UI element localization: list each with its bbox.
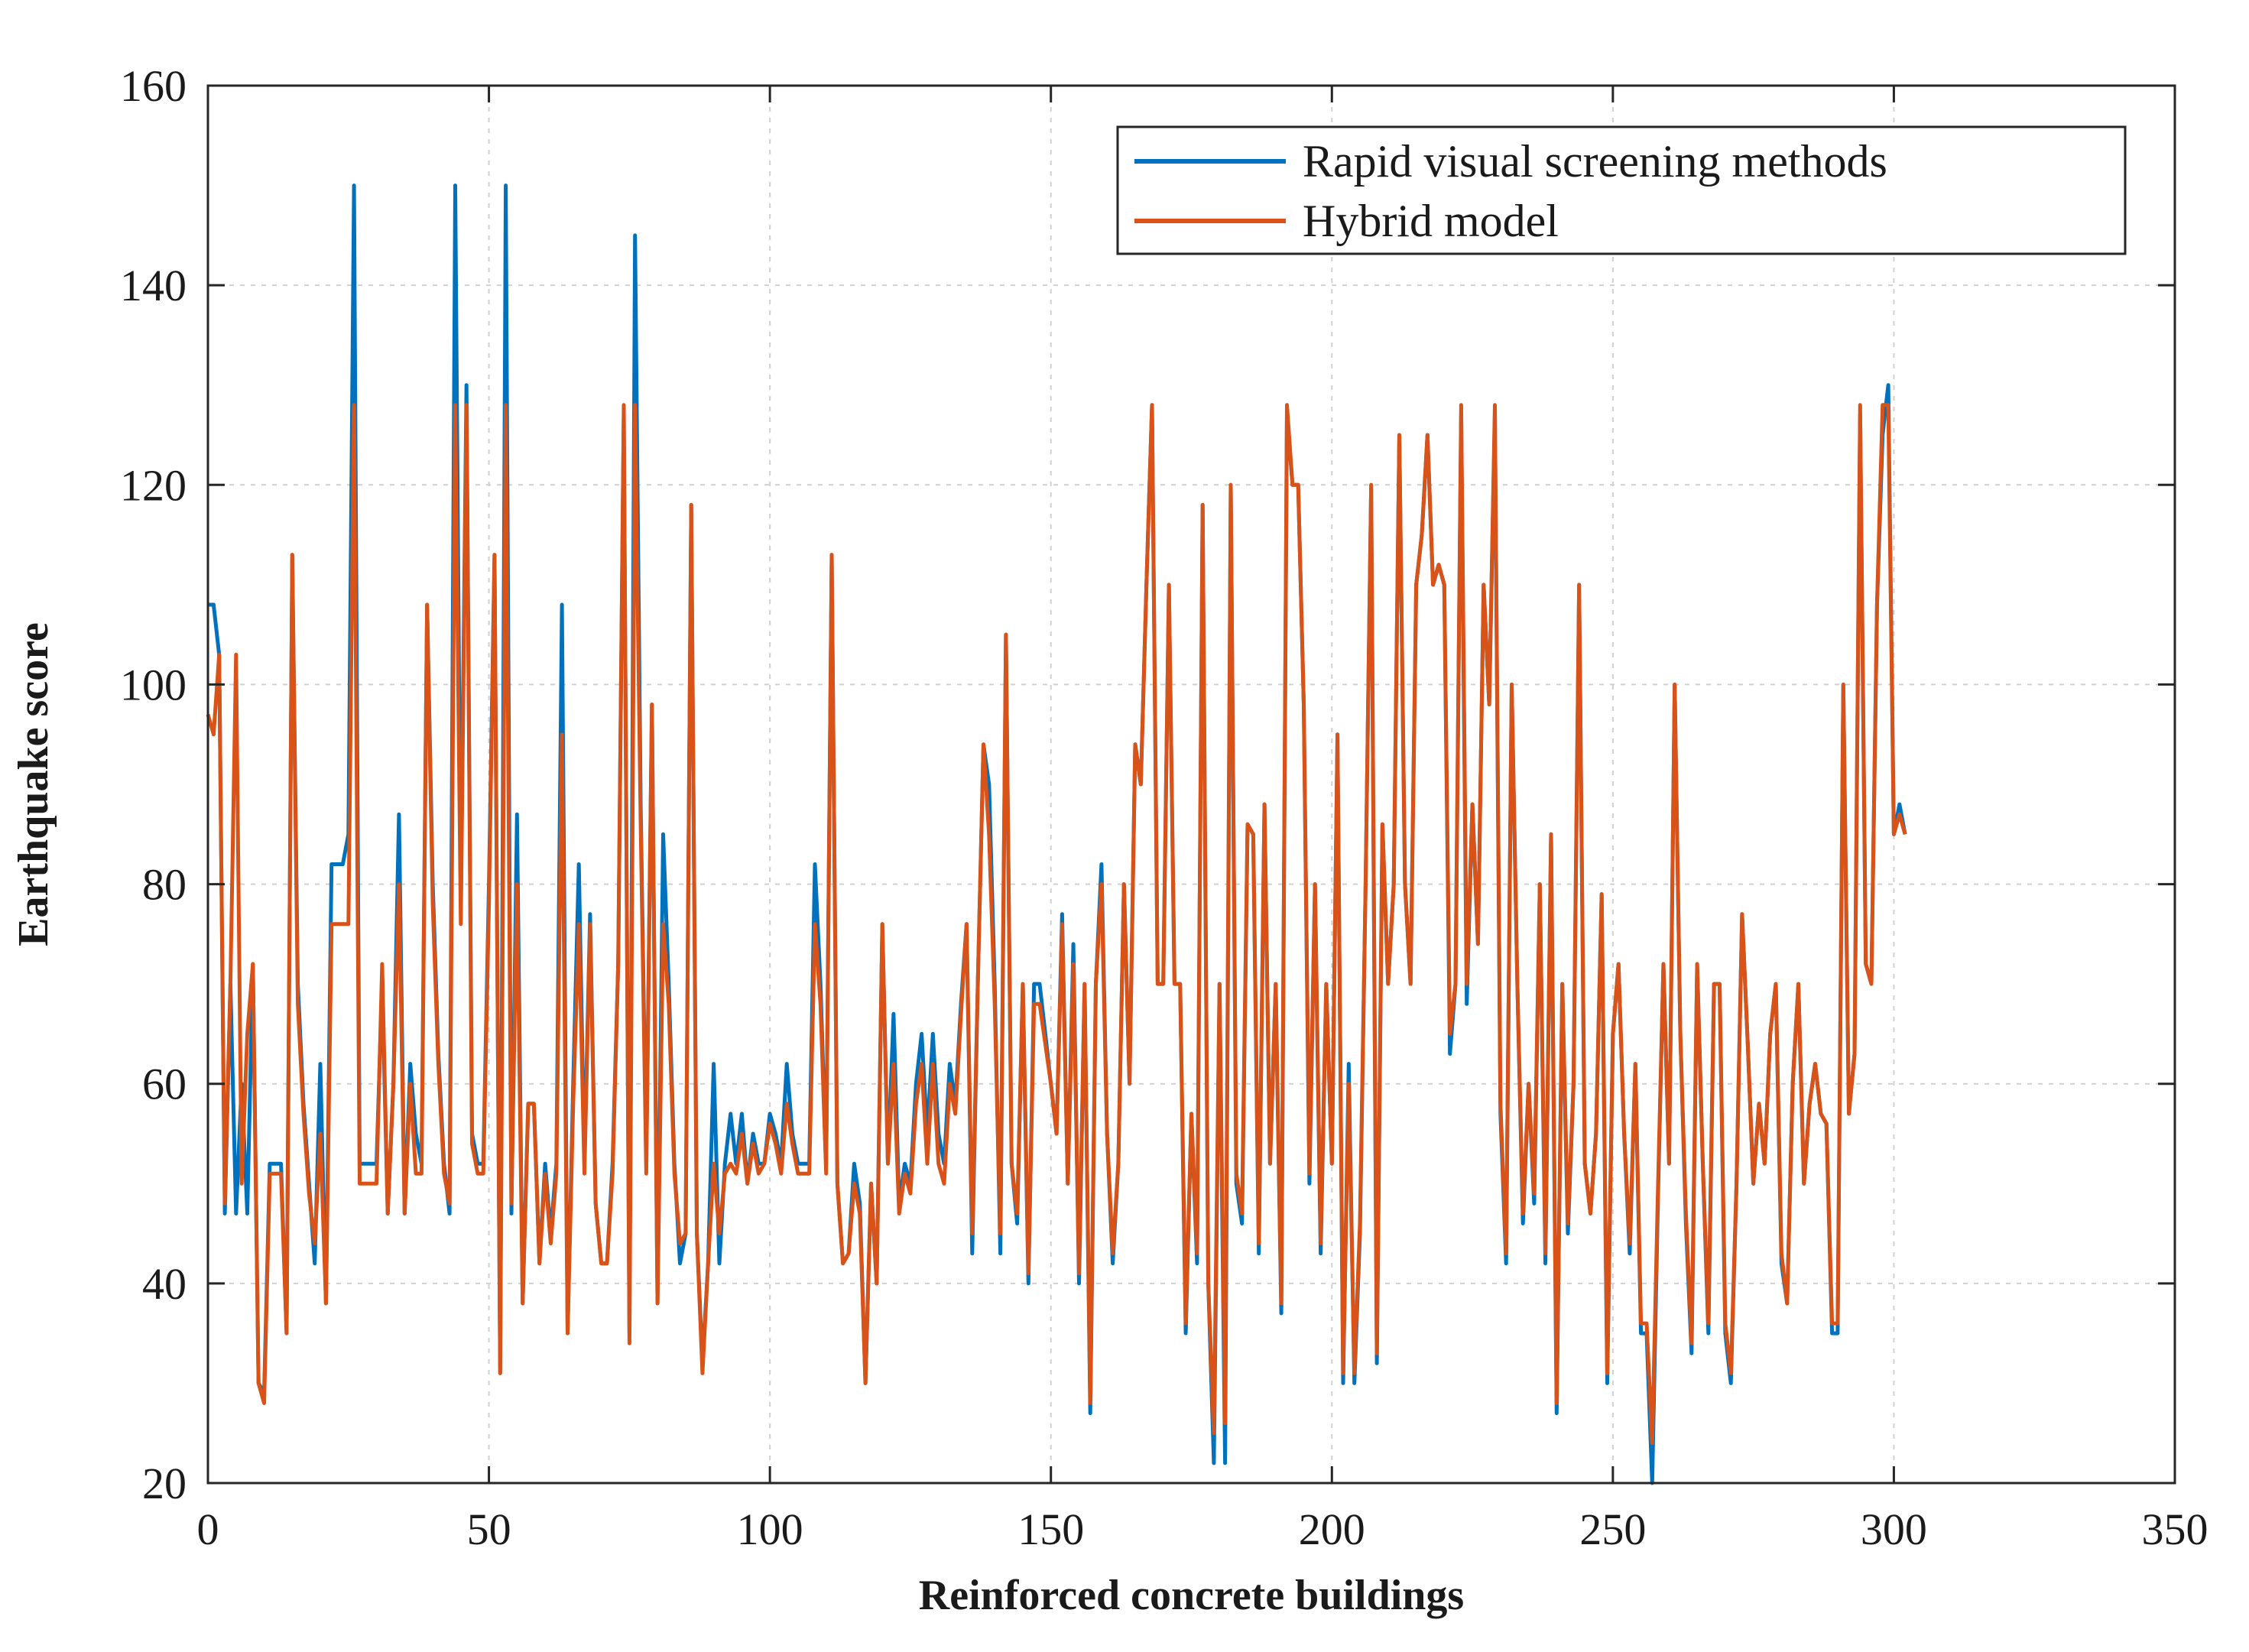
plot-frame <box>206 84 2176 1485</box>
y-tick-label: 80 <box>142 860 187 910</box>
y-axis-title: Earthquake score <box>10 622 57 946</box>
y-tick-label: 140 <box>120 261 187 310</box>
x-tick-label: 150 <box>1017 1504 1084 1554</box>
x-tick-label: 0 <box>197 1504 219 1554</box>
axes <box>206 84 2176 1485</box>
series-layer <box>206 183 1907 1485</box>
x-tick-label: 50 <box>467 1504 511 1554</box>
legend: Rapid visual screening methods Hybrid mo… <box>1116 125 2127 255</box>
x-tick-label: 300 <box>1861 1504 1927 1554</box>
y-tick-label: 20 <box>142 1459 187 1508</box>
legend-box <box>1116 125 2127 255</box>
ticks: 0 50 100 150 200 250 300 350 20 40 60 80 100 120 140 16… <box>120 61 2208 1554</box>
x-tick-label: 350 <box>2142 1504 2208 1554</box>
legend-label-hybrid: Hybrid model <box>1303 196 1559 246</box>
y-tick-label: 60 <box>142 1060 187 1109</box>
x-tick-label: 100 <box>737 1504 803 1554</box>
y-tick-label: 40 <box>142 1259 187 1309</box>
x-tick-label: 250 <box>1579 1504 1646 1554</box>
y-tick-label: 120 <box>120 460 187 510</box>
x-axis-title: Reinforced concrete buildings <box>919 1572 1464 1619</box>
series-line-hybrid <box>206 403 1907 1446</box>
y-tick-label: 100 <box>120 660 187 709</box>
x-tick-label: 200 <box>1299 1504 1365 1554</box>
y-tick-label: 160 <box>120 61 187 111</box>
legend-label-rvs: Rapid visual screening methods <box>1303 136 1887 187</box>
